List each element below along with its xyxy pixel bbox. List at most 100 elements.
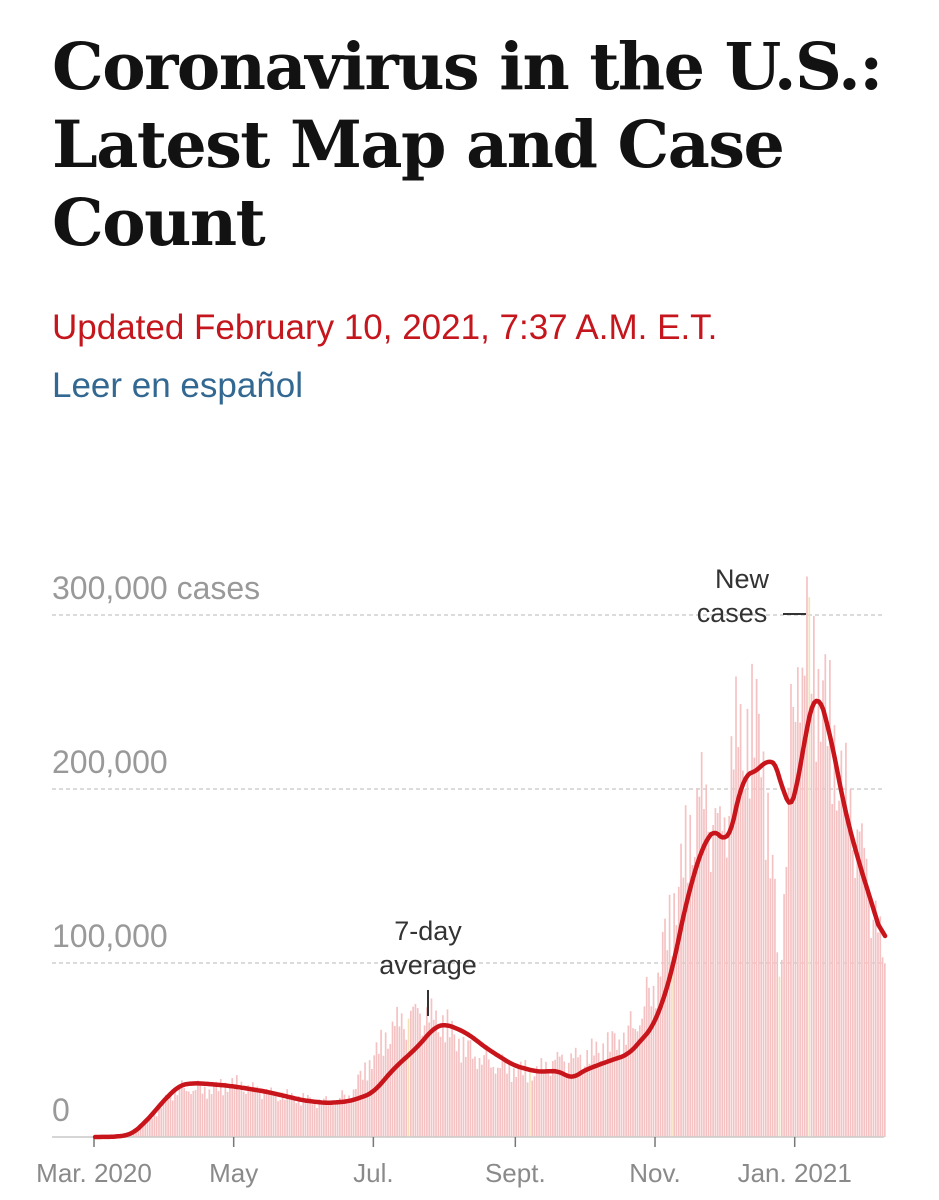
new-cases-bar xyxy=(746,708,749,1137)
new-cases-bar xyxy=(535,1066,538,1137)
new-cases-bar xyxy=(595,1041,598,1137)
new-cases-bar xyxy=(803,675,806,1137)
new-cases-bar xyxy=(833,725,836,1137)
new-cases-bar xyxy=(261,1099,263,1137)
new-cases-bar xyxy=(403,1029,405,1137)
new-cases-bar xyxy=(471,1058,474,1137)
new-cases-bar xyxy=(673,893,676,1137)
new-cases-bar xyxy=(655,1008,657,1137)
new-cases-bar xyxy=(217,1091,220,1137)
new-cases-bar xyxy=(462,1036,465,1137)
new-cases-bar xyxy=(533,1076,536,1137)
new-cases-bar xyxy=(151,1118,153,1137)
new-cases-bar xyxy=(680,843,682,1137)
new-cases-bar xyxy=(222,1095,224,1137)
new-cases-bar xyxy=(829,659,831,1137)
new-cases-bar xyxy=(787,787,790,1137)
new-cases-bar xyxy=(439,1036,442,1137)
new-cases-bar xyxy=(497,1067,499,1137)
new-cases-bar xyxy=(162,1098,165,1137)
annotations: New cases 7-day average xyxy=(379,564,806,1016)
new-cases-bar xyxy=(183,1087,185,1137)
y-tick-label: 300,000 cases xyxy=(52,570,260,606)
new-cases-bar xyxy=(357,1074,360,1137)
new-cases-bar xyxy=(167,1099,169,1137)
new-cases-bar xyxy=(586,1049,589,1137)
new-cases-bar xyxy=(549,1075,552,1137)
new-cases-bar xyxy=(206,1098,208,1137)
new-cases-bar xyxy=(318,1099,321,1137)
new-cases-bar xyxy=(558,1056,561,1137)
new-cases-bar xyxy=(625,1044,627,1137)
new-cases-bar xyxy=(751,663,753,1137)
new-cases-bar xyxy=(831,803,834,1137)
new-cases-bar xyxy=(748,798,751,1137)
new-cases-bar xyxy=(329,1102,332,1137)
new-cases-bar xyxy=(629,1011,632,1137)
new-cases-bar xyxy=(203,1086,206,1137)
new-cases-bar xyxy=(272,1092,275,1137)
new-cases-bar xyxy=(263,1093,266,1137)
new-cases-bar xyxy=(517,1065,520,1137)
new-cases-bar xyxy=(176,1095,179,1137)
new-cases-bar xyxy=(721,831,724,1137)
new-cases-bar xyxy=(794,721,797,1137)
new-cases-bar xyxy=(135,1131,137,1137)
new-cases-bar xyxy=(407,1018,410,1137)
new-cases-bar xyxy=(396,1006,398,1137)
new-cases-bar xyxy=(506,1073,508,1137)
new-cases-bar xyxy=(739,704,742,1137)
new-cases-bar xyxy=(863,847,866,1137)
new-cases-bar xyxy=(774,878,776,1137)
new-cases-bar xyxy=(526,1082,529,1137)
new-cases-bar xyxy=(684,805,687,1137)
new-cases-bar xyxy=(249,1086,252,1137)
new-cases-bar xyxy=(551,1061,554,1137)
new-cases-bar xyxy=(476,1068,479,1137)
new-cases-bar xyxy=(185,1090,188,1137)
new-cases-bar xyxy=(524,1060,527,1137)
new-cases-bar xyxy=(387,1048,389,1137)
new-cases-bar xyxy=(799,722,801,1137)
new-cases-bar xyxy=(632,1028,634,1137)
new-cases-bar xyxy=(499,1068,501,1137)
spanish-language-link[interactable]: Leer en español xyxy=(52,366,304,405)
new-cases-bar xyxy=(448,1037,451,1137)
new-cases-bar xyxy=(691,865,694,1137)
new-cases-bar xyxy=(428,1022,431,1137)
x-tick-label: Jan. 2021 xyxy=(738,1158,852,1188)
new-cases-bar xyxy=(659,976,662,1137)
annotation-average-line2: average xyxy=(379,950,477,980)
new-cases-bar xyxy=(810,693,813,1137)
new-cases-bar xyxy=(384,1032,387,1137)
new-cases-bar xyxy=(432,1019,435,1137)
new-cases-bar xyxy=(435,1010,437,1137)
new-cases-bar xyxy=(565,1073,568,1137)
new-cases-bar xyxy=(703,809,705,1137)
new-cases-bar xyxy=(252,1082,254,1137)
new-cases-bar xyxy=(778,976,781,1137)
new-cases-bar xyxy=(487,1059,490,1137)
new-cases-bar xyxy=(515,1076,518,1137)
new-cases-bar xyxy=(519,1061,522,1137)
new-cases-bar xyxy=(286,1089,289,1137)
new-cases-bar xyxy=(181,1080,183,1137)
annotation-new-cases-line2: cases xyxy=(697,598,768,628)
new-cases-bar xyxy=(835,810,838,1137)
new-cases-bar xyxy=(540,1058,543,1137)
new-cases-bar xyxy=(279,1099,282,1137)
new-cases-bar xyxy=(316,1108,318,1137)
new-cases-bar xyxy=(277,1101,279,1137)
new-cases-bar xyxy=(650,1006,653,1137)
new-cases-bar xyxy=(213,1084,215,1137)
new-cases-bar xyxy=(455,1051,458,1137)
new-cases-bar xyxy=(153,1112,156,1137)
new-cases-bar xyxy=(178,1087,181,1137)
new-cases-bar xyxy=(723,817,726,1137)
new-cases-bar xyxy=(442,1015,444,1137)
new-cases-bar xyxy=(845,742,847,1137)
new-cases-bar xyxy=(268,1091,270,1137)
new-cases-bar xyxy=(345,1099,348,1137)
new-cases-bar xyxy=(817,668,820,1137)
new-cases-bar xyxy=(160,1108,163,1137)
